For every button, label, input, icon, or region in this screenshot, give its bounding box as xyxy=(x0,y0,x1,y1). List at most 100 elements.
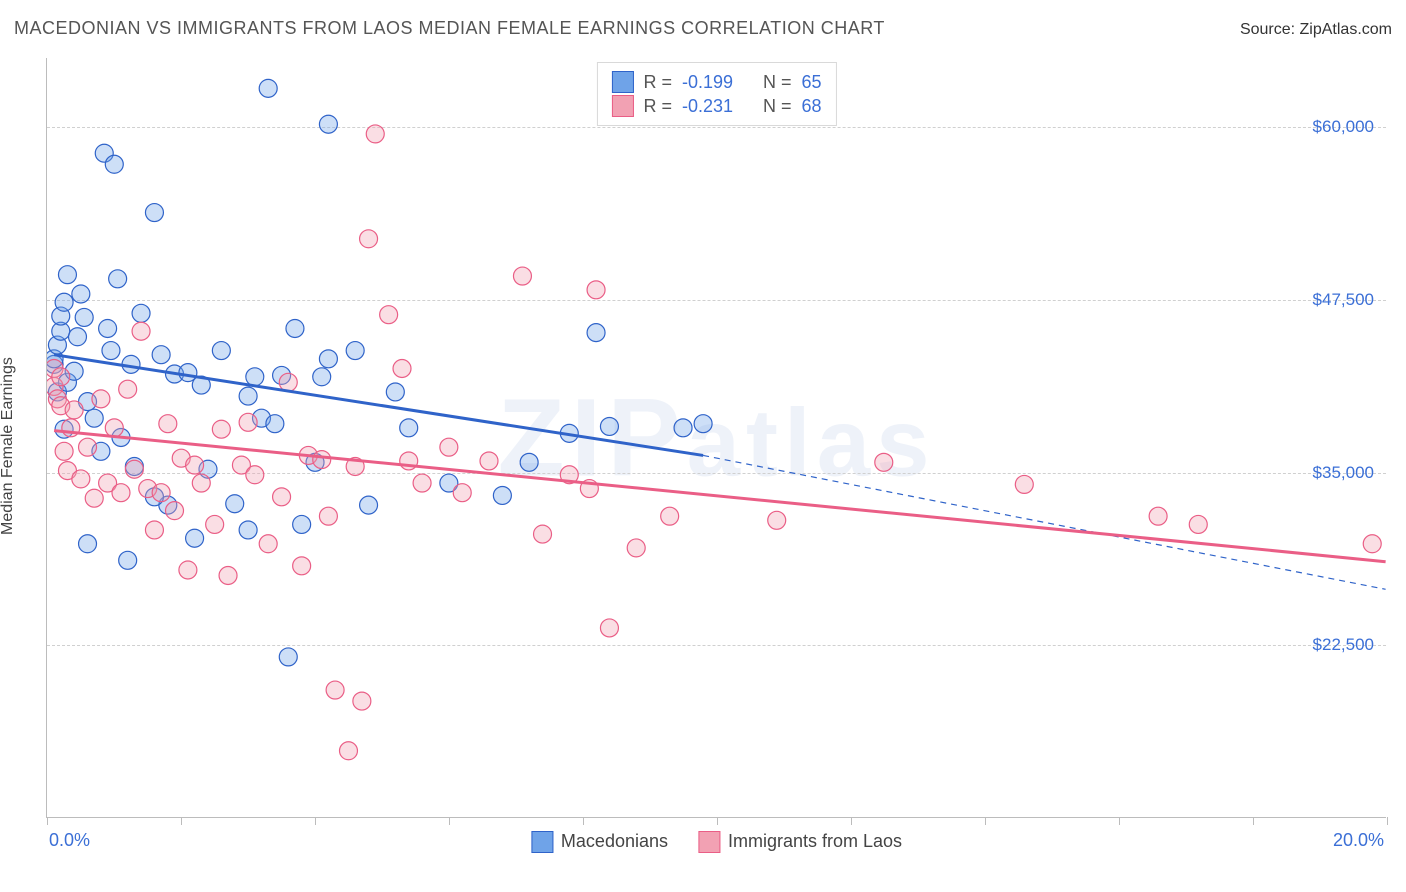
scatter-point xyxy=(52,368,70,386)
scatter-point xyxy=(72,470,90,488)
scatter-point xyxy=(239,521,257,539)
scatter-point xyxy=(393,360,411,378)
x-tick xyxy=(315,817,316,825)
source-value: ZipAtlas.com xyxy=(1300,21,1392,38)
source-label: Source: xyxy=(1240,21,1300,38)
scatter-point xyxy=(319,350,337,368)
scatter-point xyxy=(694,415,712,433)
scatter-point xyxy=(109,270,127,288)
scatter-point xyxy=(273,488,291,506)
scatter-point xyxy=(85,489,103,507)
scatter-point xyxy=(319,507,337,525)
chart-plot-area: ZIPatlas $22,500$35,000$47,500$60,000 0.… xyxy=(46,58,1386,818)
scatter-point xyxy=(339,742,357,760)
scatter-point xyxy=(179,561,197,579)
scatter-point xyxy=(627,539,645,557)
scatter-point xyxy=(152,484,170,502)
scatter-point xyxy=(79,438,97,456)
scatter-point xyxy=(400,419,418,437)
scatter-point xyxy=(75,308,93,326)
series-legend: Macedonians Immigrants from Laos xyxy=(531,831,902,853)
scatter-point xyxy=(226,495,244,513)
scatter-point xyxy=(293,557,311,575)
scatter-point xyxy=(360,230,378,248)
scatter-point xyxy=(875,453,893,471)
scatter-point xyxy=(453,484,471,502)
chart-title: MACEDONIAN VS IMMIGRANTS FROM LAOS MEDIA… xyxy=(14,18,885,39)
scatter-point xyxy=(513,267,531,285)
legend-item-laos: Immigrants from Laos xyxy=(698,831,902,853)
scatter-point xyxy=(65,401,83,419)
scatter-point xyxy=(587,281,605,299)
scatter-point xyxy=(239,387,257,405)
x-tick xyxy=(181,817,182,825)
x-axis-max-label: 20.0% xyxy=(1333,830,1384,851)
scatter-point xyxy=(99,319,117,337)
scatter-point xyxy=(313,368,331,386)
scatter-point xyxy=(186,529,204,547)
scatter-point xyxy=(1363,535,1381,553)
scatter-point xyxy=(386,383,404,401)
x-tick xyxy=(985,817,986,825)
scatter-point xyxy=(279,648,297,666)
regression-line xyxy=(54,431,1386,562)
x-tick xyxy=(1387,817,1388,825)
x-tick xyxy=(449,817,450,825)
scatter-point xyxy=(186,456,204,474)
scatter-plot-svg xyxy=(47,58,1386,817)
scatter-point xyxy=(72,285,90,303)
scatter-point xyxy=(346,342,364,360)
scatter-point xyxy=(119,380,137,398)
x-axis-min-label: 0.0% xyxy=(49,830,90,851)
x-tick xyxy=(47,817,48,825)
scatter-point xyxy=(145,204,163,222)
source-attribution: Source: ZipAtlas.com xyxy=(1240,21,1392,39)
scatter-point xyxy=(520,453,538,471)
legend-item-macedonians: Macedonians xyxy=(531,831,668,853)
scatter-point xyxy=(132,322,150,340)
scatter-point xyxy=(768,511,786,529)
scatter-point xyxy=(493,486,511,504)
x-tick xyxy=(1119,817,1120,825)
scatter-point xyxy=(246,368,264,386)
scatter-point xyxy=(212,420,230,438)
scatter-point xyxy=(440,438,458,456)
scatter-point xyxy=(293,515,311,533)
scatter-point xyxy=(125,460,143,478)
scatter-point xyxy=(206,515,224,533)
scatter-point xyxy=(58,266,76,284)
scatter-point xyxy=(152,346,170,364)
scatter-point xyxy=(366,125,384,143)
x-tick xyxy=(583,817,584,825)
x-tick xyxy=(851,817,852,825)
scatter-point xyxy=(112,484,130,502)
scatter-point xyxy=(353,692,371,710)
scatter-point xyxy=(587,324,605,342)
scatter-point xyxy=(79,535,97,553)
scatter-point xyxy=(1189,515,1207,533)
scatter-point xyxy=(92,390,110,408)
scatter-point xyxy=(239,413,257,431)
scatter-point xyxy=(166,502,184,520)
scatter-point xyxy=(266,415,284,433)
scatter-point xyxy=(600,417,618,435)
scatter-point xyxy=(313,451,331,469)
scatter-point xyxy=(534,525,552,543)
scatter-point xyxy=(413,474,431,492)
scatter-point xyxy=(1149,507,1167,525)
y-axis-label: Median Female Earnings xyxy=(0,357,17,535)
x-tick xyxy=(1253,817,1254,825)
scatter-point xyxy=(380,306,398,324)
regression-extrapolation xyxy=(703,455,1386,589)
scatter-point xyxy=(55,293,73,311)
scatter-point xyxy=(105,155,123,173)
scatter-point xyxy=(360,496,378,514)
x-tick xyxy=(717,817,718,825)
scatter-point xyxy=(145,521,163,539)
scatter-point xyxy=(159,415,177,433)
swatch-icon xyxy=(531,831,553,853)
scatter-point xyxy=(212,342,230,360)
scatter-point xyxy=(480,452,498,470)
scatter-point xyxy=(192,474,210,492)
swatch-icon xyxy=(698,831,720,853)
